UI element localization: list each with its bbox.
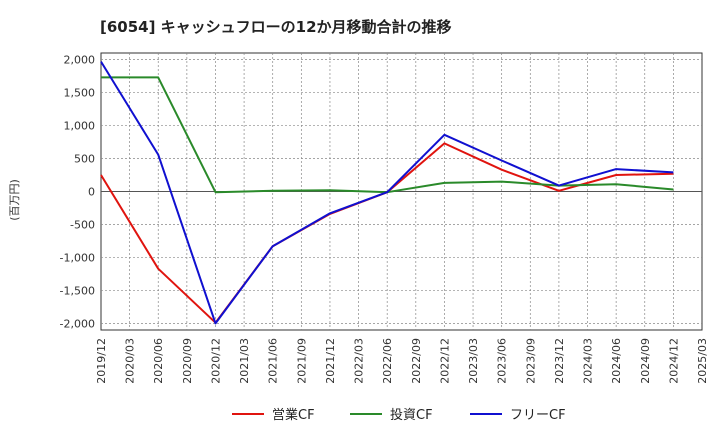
x-tick-label: 2022/09 (410, 338, 423, 384)
legend-label-2: 投資CF (390, 407, 433, 423)
x-tick-label: 2025/03 (696, 338, 709, 384)
chart-title: [6054] キャッシュフローの12か月移動合計の推移 (100, 18, 452, 36)
y-tick-label: -1,000 (60, 251, 95, 264)
y-tick-label: 2,000 (64, 54, 96, 67)
y-tick-label: 1,500 (64, 87, 96, 100)
x-tick-label: 2021/06 (267, 338, 280, 384)
y-tick-label: -2,000 (60, 317, 95, 330)
y-tick-label: -1,500 (60, 284, 95, 297)
x-tick-label: 2021/09 (295, 338, 308, 384)
x-tick-label: 2020/03 (124, 338, 137, 384)
x-tick-label: 2021/12 (324, 338, 337, 384)
x-tick-label: 2020/06 (152, 338, 165, 384)
legend: 営業CF 投資CF フリーCF (232, 407, 566, 423)
series-line-3 (100, 61, 674, 325)
x-tick-label: 2023/06 (496, 338, 509, 384)
legend-label-1: 営業CF (272, 407, 315, 423)
y-axis-label: (百万円) (8, 179, 21, 221)
legend-label-3: フリーCF (510, 408, 566, 423)
x-tick-label: 2021/03 (238, 338, 251, 384)
x-tick-label: 2022/03 (353, 338, 366, 384)
x-tick-label: 2023/03 (467, 338, 480, 384)
x-tick-label: 2023/12 (553, 338, 566, 384)
x-tick-label: 2020/12 (209, 338, 222, 384)
y-tick-label: 500 (74, 153, 95, 166)
x-tick-label: 2019/12 (95, 338, 108, 384)
y-tick-label: -500 (70, 218, 95, 231)
x-tick-label: 2024/06 (610, 338, 623, 384)
x-tick-label: 2024/12 (667, 338, 680, 384)
x-tick-label: 2022/12 (438, 338, 451, 384)
y-tick-label: 0 (88, 186, 95, 199)
y-tick-label: 1,000 (64, 120, 96, 133)
plot-area: 2,000 1,500 1,000 500 0 -500 -1,000 -1,500 -2,00… (60, 52, 709, 384)
x-tick-label: 2023/09 (524, 338, 537, 384)
x-tick-label: 2020/09 (181, 338, 194, 384)
x-tick-label: 2024/03 (582, 338, 595, 384)
x-tick-label: 2024/09 (639, 338, 652, 384)
x-tick-label: 2022/06 (381, 338, 394, 384)
